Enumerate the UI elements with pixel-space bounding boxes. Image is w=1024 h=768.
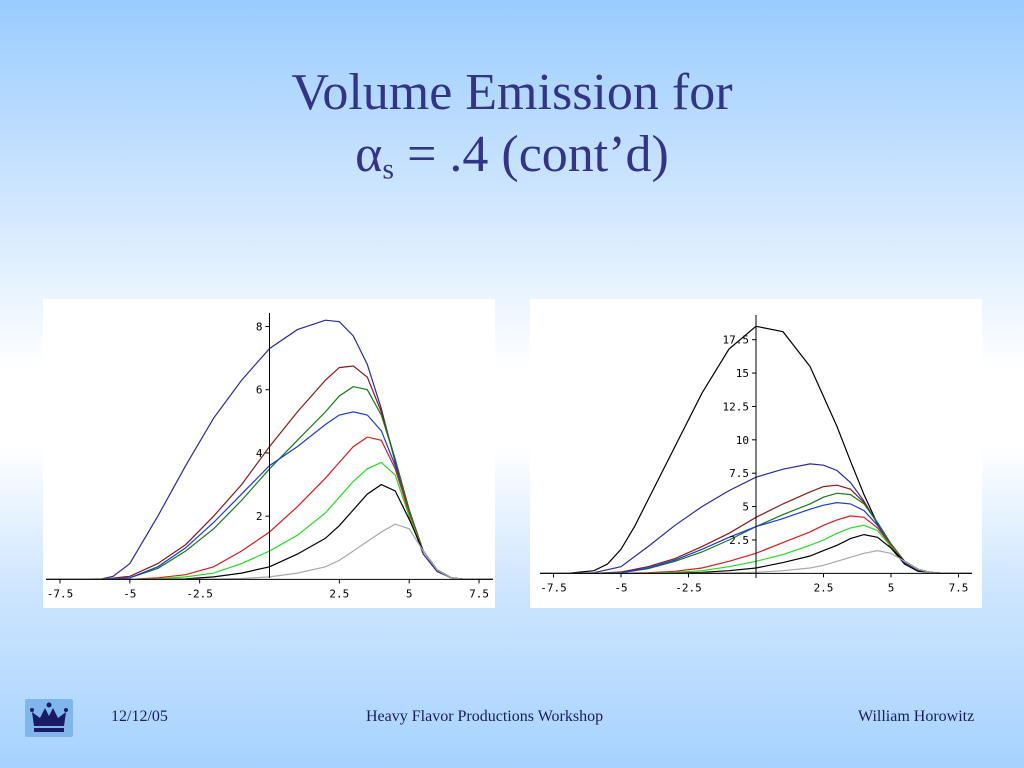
chart1-y-tick-label-5: 15 xyxy=(736,367,749,380)
footer-author: William Horowitz xyxy=(858,708,975,725)
chart1-y-tick-label-6: 17.5 xyxy=(723,334,750,347)
title-line-2-rest: = .4 (cont’d) xyxy=(394,126,669,183)
title-line-1: Volume Emission for xyxy=(291,64,733,121)
plot-left: -7.5 -5 -2.5 2.5 5 7.5 2 4 6 8 xyxy=(43,299,495,608)
chart0-y-tick-label-2: 6 xyxy=(256,384,263,397)
title-line-2: αs = .4 (cont’d) xyxy=(0,124,1024,186)
chart0-x-tick-label-0: -7.5 xyxy=(47,587,74,600)
plot-left-svg: -7.5 -5 -2.5 2.5 5 7.5 2 4 6 8 xyxy=(46,313,493,600)
alpha-subscript: s xyxy=(382,152,395,186)
chart1-series-0 xyxy=(540,325,972,574)
chart1-x-tick-label-1: -5 xyxy=(614,581,627,594)
crown-icon xyxy=(24,698,74,738)
chart1-y-tick-label-1: 5 xyxy=(742,501,749,514)
chart0-x-tick-label-5: 7.5 xyxy=(469,587,489,600)
chart0-x-tick-label-4: 5 xyxy=(406,587,413,600)
footer-event: Heavy Flavor Productions Workshop xyxy=(366,708,604,725)
plot-right: -7.5 -5 -2.5 2.5 5 7.5 2.5 5 7.5 10 12.5 15 17.5 xyxy=(530,299,982,608)
chart1-x-tick-label-4: 5 xyxy=(888,581,895,594)
chart0-y-tick-label-1: 4 xyxy=(256,447,263,460)
chart1-x-tick-label-0: -7.5 xyxy=(540,581,567,594)
chart1-y-tick-label-0: 2.5 xyxy=(729,534,749,547)
plot-right-svg: -7.5 -5 -2.5 2.5 5 7.5 2.5 5 7.5 10 12.5 15 17.5 xyxy=(540,315,972,594)
chart0-series-0 xyxy=(46,319,493,580)
chart0-x-tick-label-1: -5 xyxy=(123,587,136,600)
chart1-x-tick-label-5: 7.5 xyxy=(949,581,969,594)
chart1-y-tick-label-2: 7.5 xyxy=(729,467,749,480)
alpha-symbol: α xyxy=(355,126,383,183)
footer-date: 12/12/05 xyxy=(111,708,168,725)
chart0-y-tick-label-0: 2 xyxy=(256,510,263,523)
chart1-y-tick-label-3: 10 xyxy=(736,434,749,447)
chart1-y-tick-label-4: 12.5 xyxy=(723,400,750,413)
chart0-x-tick-label-3: 2.5 xyxy=(329,587,349,600)
slide-title: Volume Emission for αs = .4 (cont’d) xyxy=(0,62,1024,186)
chart1-x-tick-label-2: -2.5 xyxy=(675,581,702,594)
chart1-series-1 xyxy=(540,463,972,574)
chart0-y-tick-label-3: 8 xyxy=(256,320,263,333)
chart1-x-tick-label-3: 2.5 xyxy=(814,581,834,594)
chart0-x-tick-label-2: -2.5 xyxy=(186,587,213,600)
